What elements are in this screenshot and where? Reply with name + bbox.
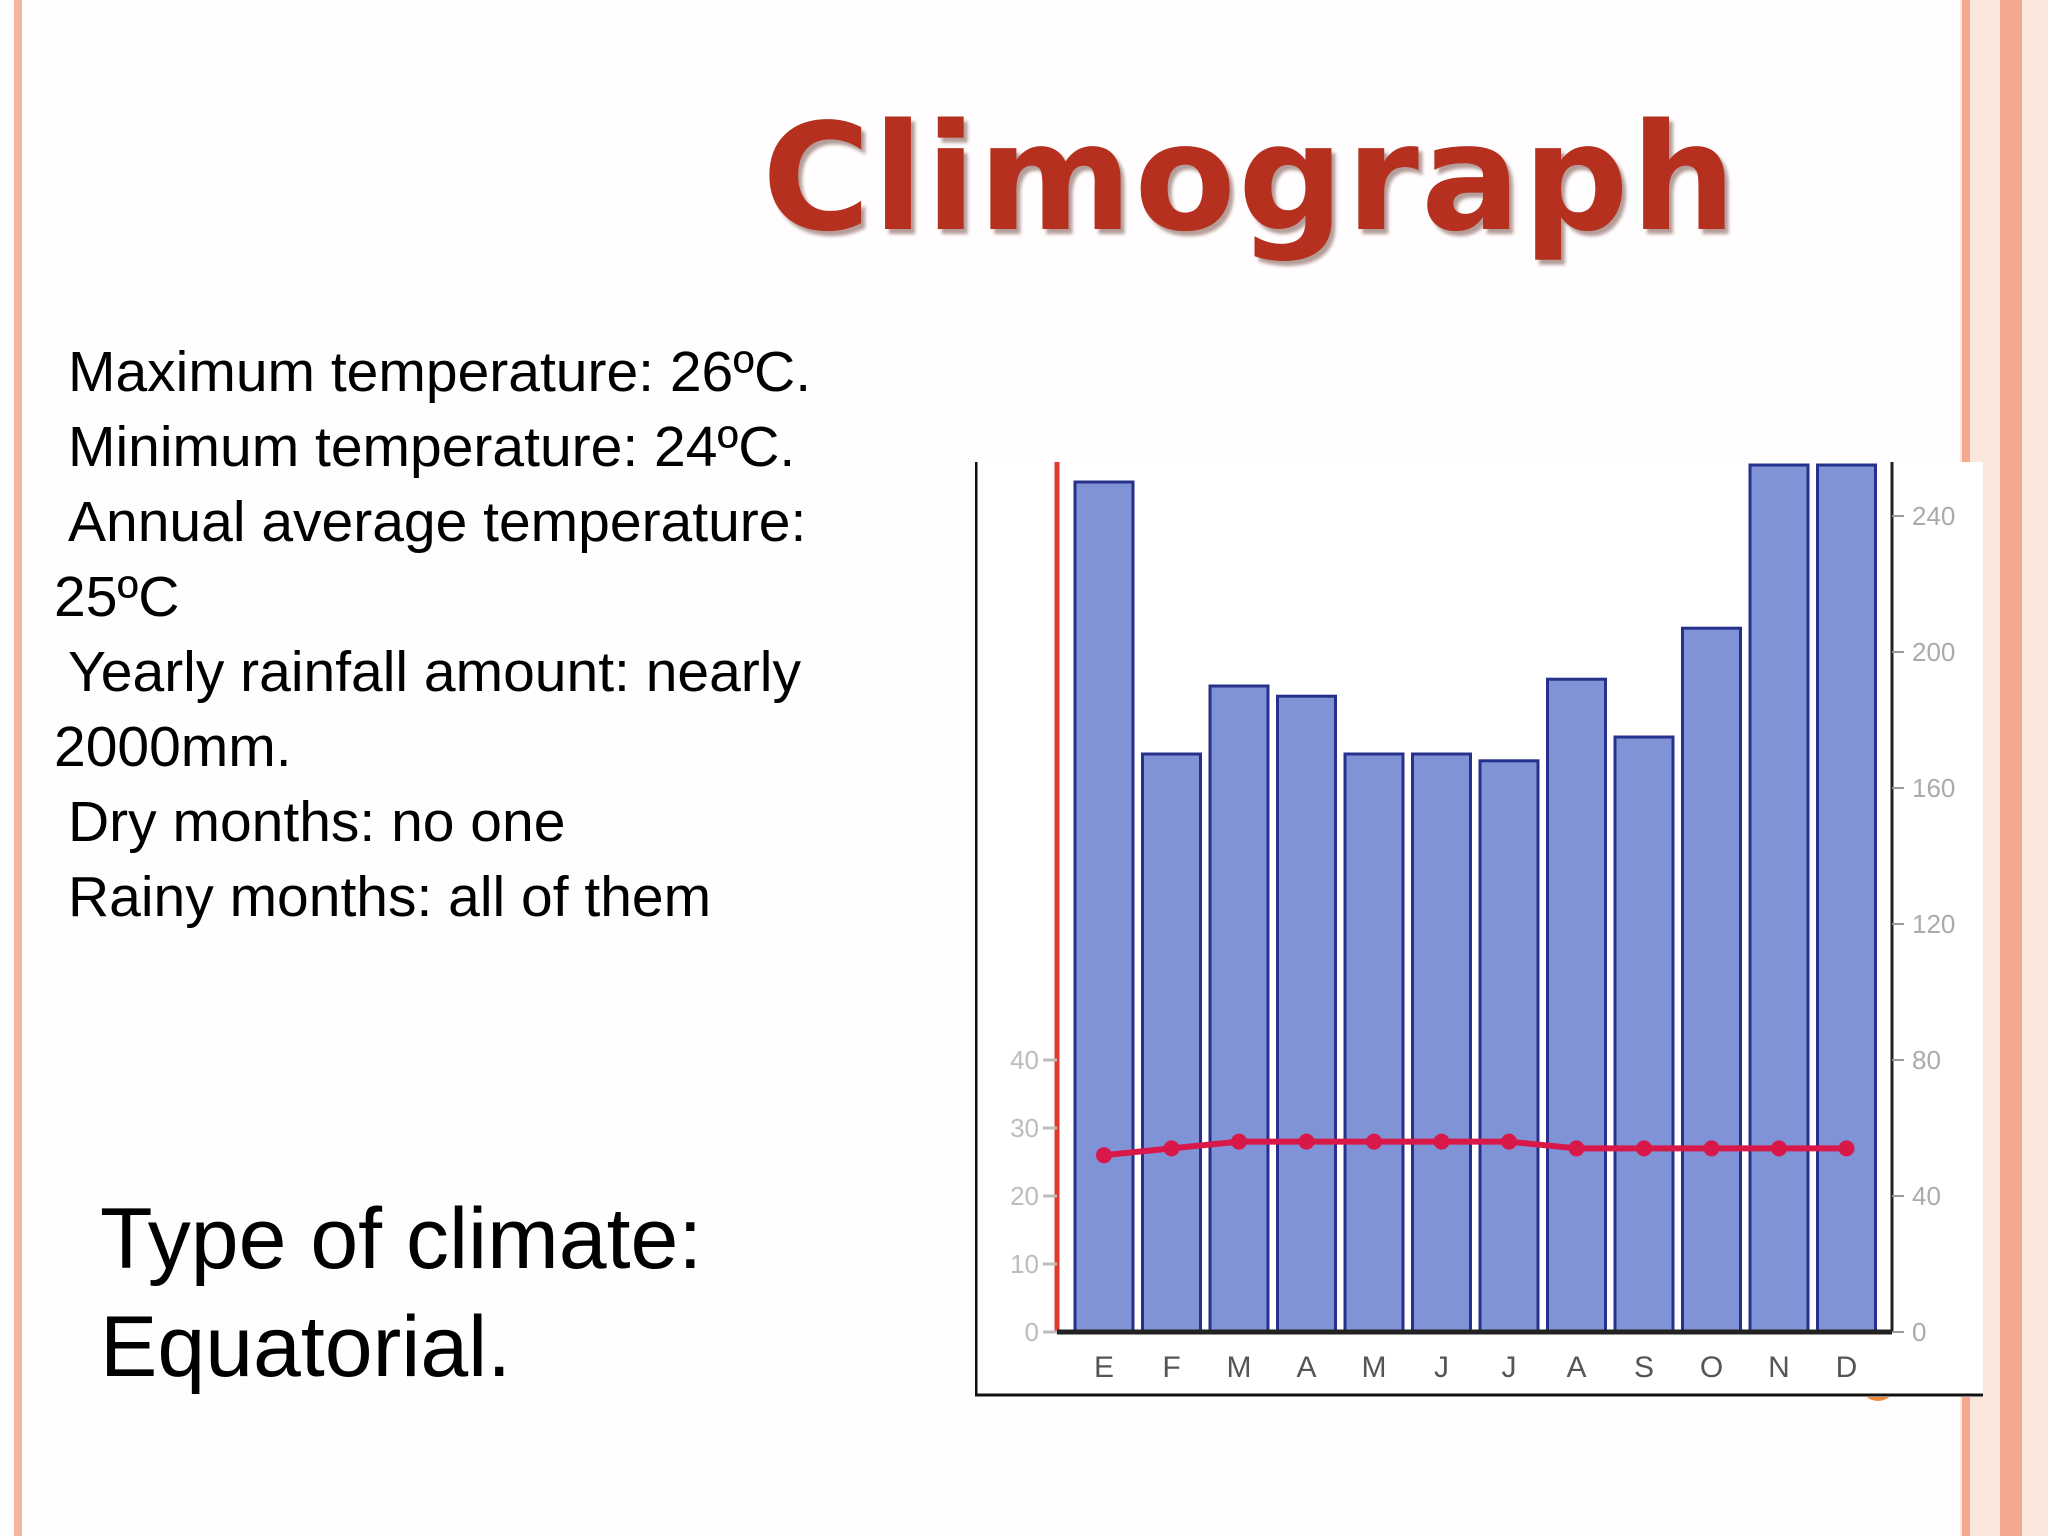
precipitation-tick-label: 40: [1912, 1181, 1941, 1211]
slide-frame-stripe: [2000, 0, 2022, 1536]
temperature-point: [1771, 1140, 1787, 1157]
climate-type: Type of climate: Equatorial.: [100, 1185, 860, 1401]
precipitation-tick-label: 200: [1912, 637, 1955, 667]
precipitation-tick-label: 80: [1912, 1045, 1941, 1075]
temperature-point: [1096, 1147, 1112, 1164]
precipitation-tick-label: 240: [1912, 501, 1955, 531]
temperature-point: [1298, 1133, 1315, 1150]
month-label: O: [1700, 1351, 1723, 1384]
rainfall-bar: [1816, 463, 1877, 1334]
climate-type-label: Type of climate:: [100, 1191, 703, 1287]
temperature-point: [1501, 1133, 1517, 1150]
temperature-point: [1433, 1133, 1450, 1150]
rainfall-bar: [1141, 752, 1202, 1334]
fact-rainy-months: Rainy months: all of them: [68, 865, 712, 929]
month-label: A: [1566, 1351, 1586, 1384]
temperature-line: [1103, 1138, 1847, 1159]
rainfall-bar: [1411, 752, 1472, 1334]
month-label: E: [1094, 1351, 1114, 1384]
temperature-point: [1231, 1133, 1247, 1150]
rainfall-bar: [1073, 480, 1135, 1334]
rainfall-bar: [1343, 752, 1405, 1334]
month-label: N: [1768, 1351, 1790, 1384]
month-label: M: [1227, 1351, 1252, 1384]
rainfall-bar: [1208, 684, 1270, 1334]
temperature-point: [1568, 1140, 1585, 1157]
temperature-point: [1163, 1140, 1180, 1157]
month-label: S: [1634, 1351, 1654, 1384]
slide-title: Climograph: [762, 92, 1739, 264]
fact-dry-months: Dry months: no one: [68, 790, 566, 854]
temperature-point: [1703, 1140, 1720, 1157]
month-label: J: [1434, 1351, 1449, 1384]
precipitation-tick-label: 120: [1912, 909, 1955, 939]
temperature-tick-label: 0: [1025, 1317, 1039, 1347]
rainfall-bar: [1681, 626, 1742, 1334]
rainfall-bar: [1478, 759, 1540, 1334]
rainfall-bar: [1276, 694, 1337, 1334]
fact-max-temperature: Maximum temperature: 26ºC.: [68, 340, 812, 404]
rainfall-bar: [1613, 735, 1675, 1334]
fact-yearly-rainfall-value: 2000mm.: [54, 715, 292, 779]
month-label: M: [1362, 1351, 1387, 1384]
temperature-tick-label: 40: [1010, 1045, 1039, 1075]
temperature-tick-label: 30: [1010, 1113, 1039, 1143]
fact-yearly-rainfall: Yearly rainfall amount: nearly: [68, 640, 801, 704]
temperature-tick-label: 10: [1010, 1249, 1039, 1279]
fact-average-temperature: Annual average temperature:: [68, 490, 807, 554]
climograph-svg: 0 10 20 30 40 0 40 80 120 160 200 240 E F M A M J J A S O N D: [975, 462, 1983, 1397]
rainfall-bar: [1748, 463, 1810, 1334]
month-label: F: [1162, 1351, 1180, 1384]
fact-average-temperature-value: 25ºC: [54, 565, 180, 629]
temperature-point: [1838, 1140, 1855, 1157]
temperature-point: [1366, 1133, 1382, 1150]
climate-facts: Maximum temperature: 26ºC. Minimum tempe…: [54, 335, 928, 935]
month-label: A: [1296, 1351, 1316, 1384]
fact-min-temperature: Minimum temperature: 24ºC.: [68, 415, 796, 479]
precipitation-tick-label: 0: [1912, 1317, 1926, 1347]
month-label: D: [1836, 1351, 1858, 1384]
temperature-tick-label: 20: [1010, 1181, 1039, 1211]
climate-type-value: Equatorial.: [100, 1299, 512, 1395]
temperature-point: [1636, 1140, 1652, 1157]
climograph-chart: 0 10 20 30 40 0 40 80 120 160 200 240 E F M A M J J A S O N D: [975, 462, 1983, 1397]
rainfall-bar: [1546, 677, 1607, 1334]
slide-frame-left: [14, 0, 22, 1536]
month-label: J: [1502, 1351, 1517, 1384]
precipitation-tick-label: 160: [1912, 773, 1955, 803]
